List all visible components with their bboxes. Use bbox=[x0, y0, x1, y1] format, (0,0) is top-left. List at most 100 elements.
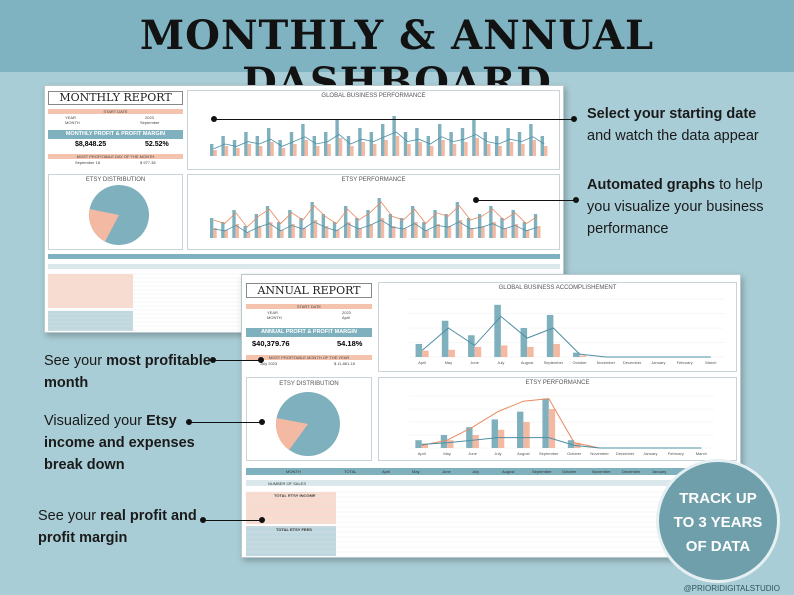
revenue-bar bbox=[540, 136, 545, 156]
tick-label: March bbox=[705, 360, 716, 365]
revenue-bar bbox=[377, 198, 381, 238]
expense-bar bbox=[304, 140, 309, 156]
revenue-bar bbox=[411, 206, 415, 238]
revenue-bar bbox=[440, 435, 448, 448]
monthly-distribution-panel: ETSY DISTRIBUTION bbox=[48, 174, 183, 250]
expense-bar bbox=[373, 144, 377, 156]
tick-label: January bbox=[643, 451, 657, 456]
annual-global-chart: GLOBAL BUSINESS ACCOMPLISHEMENT April May… bbox=[378, 282, 737, 372]
monthly-year-value[interactable]: 2023 bbox=[145, 115, 154, 120]
annual-fees-label: TOTAL ETSY FEES bbox=[276, 527, 312, 532]
revenue-bar bbox=[335, 120, 339, 156]
revenue-bar bbox=[444, 214, 448, 238]
revenue-bar bbox=[221, 136, 225, 156]
expense-bar bbox=[350, 146, 354, 156]
annual-etsy-chart-title: ETSY PERFORMANCE bbox=[525, 380, 590, 386]
callout-2-bold: Automated graphs bbox=[587, 177, 716, 193]
expense-bar bbox=[313, 220, 318, 238]
tick-label: December bbox=[616, 451, 635, 456]
annual-month-cell: August bbox=[502, 469, 515, 474]
annual-most-profitable-value: $ 11,861.18 bbox=[334, 361, 355, 366]
monthly-month-label: MONTH bbox=[65, 120, 80, 125]
callout-automated-graphs: Automated graphs to help you visualize y… bbox=[587, 174, 792, 240]
revenue-bar bbox=[426, 136, 431, 156]
revenue-bar bbox=[288, 210, 292, 238]
tick-label: June bbox=[468, 451, 477, 456]
annual-total-header: TOTAL bbox=[344, 469, 357, 474]
annual-month-value[interactable]: April bbox=[342, 315, 351, 320]
monthly-month-value[interactable]: September bbox=[140, 120, 160, 125]
revenue-bar bbox=[255, 136, 260, 156]
revenue-bar bbox=[489, 206, 493, 238]
annual-pie-chart bbox=[275, 392, 340, 456]
annual-month-cell: December bbox=[622, 469, 641, 474]
page-title: MONTHLY & ANNUAL DASHBOARD bbox=[139, 12, 655, 106]
callout-5-bold2: profit margin bbox=[38, 530, 128, 546]
annual-etsy-chart-svg: April May June July August September October No… bbox=[409, 395, 714, 456]
revenue-bar bbox=[243, 226, 247, 238]
callout-5-pre: See your bbox=[38, 508, 101, 524]
annual-month-cell: May bbox=[412, 469, 420, 474]
expense-bar bbox=[452, 144, 457, 156]
monthly-distribution-title: ETSY DISTRIBUTION bbox=[85, 177, 146, 183]
callout-2-rest1: to help bbox=[715, 177, 763, 193]
annual-fees-block bbox=[246, 526, 336, 556]
revenue-bar bbox=[254, 214, 259, 238]
tick-label: February bbox=[677, 360, 693, 365]
callout-2-rest2: you visualize your business bbox=[587, 199, 764, 215]
callout-2-rest3: performance bbox=[587, 221, 669, 237]
expense-bar bbox=[492, 222, 496, 238]
tick-label: April bbox=[418, 451, 426, 456]
tick-label: April bbox=[418, 360, 426, 365]
revenue-bar bbox=[478, 214, 482, 238]
tick-label: May bbox=[445, 360, 453, 365]
expense-bar bbox=[224, 146, 229, 156]
badge-line-3: OF DATA bbox=[685, 538, 751, 555]
annual-year-value[interactable]: 2023 bbox=[342, 310, 351, 315]
revenue-bar bbox=[415, 128, 419, 156]
tick-label: July bbox=[497, 360, 504, 365]
expense-bar bbox=[291, 224, 295, 238]
callout-1-bold: Select your starting date bbox=[587, 106, 757, 122]
expense-bar bbox=[500, 345, 508, 357]
expense-bar bbox=[537, 226, 541, 238]
revenue-bar bbox=[494, 304, 501, 357]
annual-table-header bbox=[246, 468, 738, 475]
tick-label: February bbox=[668, 451, 684, 456]
revenue-bar bbox=[520, 328, 528, 357]
expense-bar bbox=[481, 226, 485, 238]
revenue-bar bbox=[344, 206, 348, 238]
revenue-bar bbox=[460, 128, 465, 156]
tick-label: June bbox=[470, 360, 479, 365]
badge-line-1: TRACK UP bbox=[679, 490, 757, 507]
tick-label: July bbox=[494, 451, 501, 456]
tick-label: October bbox=[567, 451, 582, 456]
revenue-bar bbox=[310, 202, 314, 238]
profit-line bbox=[213, 219, 538, 234]
callout-line-1 bbox=[214, 119, 572, 120]
revenue-bar bbox=[358, 128, 362, 156]
expense-bar bbox=[270, 142, 274, 156]
expense-bar bbox=[302, 228, 307, 238]
revenue-bar bbox=[433, 210, 437, 238]
badge-line-2: TO 3 YEARS bbox=[673, 514, 763, 531]
expense-bar bbox=[246, 232, 251, 238]
revenue-bar bbox=[542, 398, 549, 448]
revenue-bar bbox=[267, 128, 271, 156]
annual-month-cell: June bbox=[442, 469, 451, 474]
annual-month-cell: January bbox=[652, 469, 667, 474]
expense-bar bbox=[436, 224, 441, 238]
callout-dot-2b bbox=[573, 197, 579, 203]
expense-bar bbox=[235, 224, 240, 238]
expense-bar bbox=[247, 144, 252, 156]
monthly-pie-chart bbox=[88, 185, 149, 245]
revenue-bar bbox=[415, 343, 423, 357]
expense-bar bbox=[403, 228, 407, 238]
expense-bar bbox=[361, 142, 366, 156]
revenue-bar bbox=[244, 132, 248, 156]
expense-bar bbox=[475, 138, 480, 156]
monthly-global-chart-svg bbox=[210, 116, 548, 156]
sales-line bbox=[421, 398, 702, 449]
callout-dot-1b bbox=[571, 116, 577, 122]
callout-4-bold2: income and expenses bbox=[44, 435, 195, 451]
